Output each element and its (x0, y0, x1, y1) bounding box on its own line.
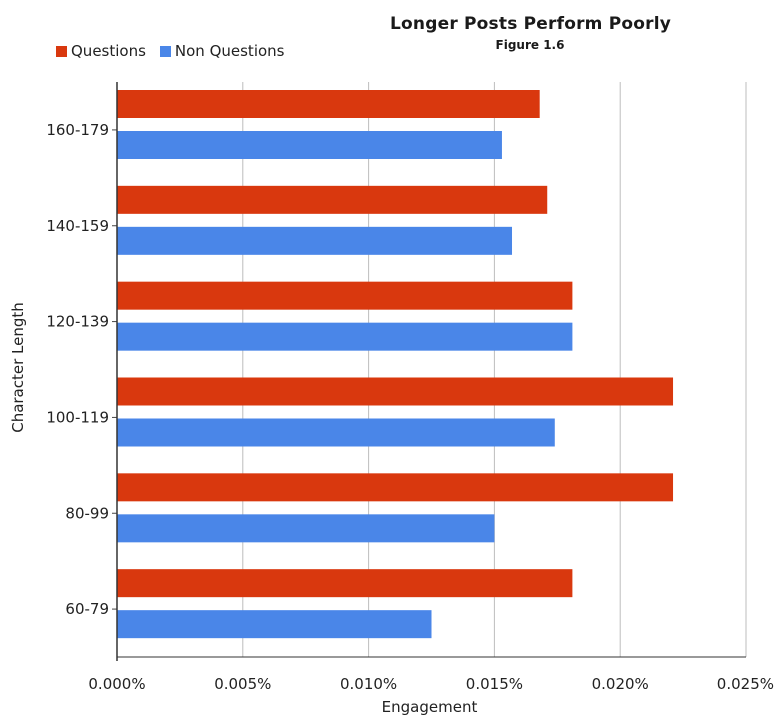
y-tick-label: 100-119 (46, 408, 109, 426)
y-tick-label: 80-99 (65, 504, 109, 522)
legend-item-questions: Questions (56, 42, 146, 60)
chart-subtitle: Figure 1.6 (495, 38, 565, 52)
y-axis-title: Character Length (9, 302, 27, 433)
bar-non-questions (117, 131, 502, 159)
legend-item-non-questions: Non Questions (159, 42, 285, 60)
x-tick-label: 0.020% (592, 675, 649, 693)
legend-label-questions: Questions (71, 42, 146, 60)
bar-questions (117, 377, 674, 406)
legend-swatch-questions (56, 45, 67, 57)
x-tick-label: 0.025% (717, 675, 774, 693)
bar-non-questions (117, 322, 573, 351)
x-tick-label: 0.005% (214, 675, 271, 693)
bar-questions (117, 281, 573, 310)
legend: Questions Non Questions (56, 42, 298, 60)
bar-non-questions (117, 514, 495, 543)
y-tick-label: 160-179 (46, 121, 109, 139)
x-tick-label: 0.015% (466, 675, 523, 693)
bar-questions (117, 90, 540, 118)
bar-questions (117, 185, 548, 214)
bar-questions (117, 569, 573, 598)
y-tick-label: 120-139 (46, 313, 109, 331)
legend-swatch-non-questions (159, 45, 171, 57)
y-tick-label: 60-79 (65, 600, 109, 618)
x-axis-title: Engagement (382, 698, 478, 716)
bar-questions (117, 473, 674, 502)
y-tick-label: 140-159 (46, 217, 109, 235)
bar-non-questions (117, 226, 513, 255)
x-tick-label: 0.000% (88, 675, 145, 693)
bar-non-questions (117, 418, 555, 447)
chart-title: Longer Posts Perform Poorly (390, 14, 672, 34)
legend-label-non-questions: Non Questions (174, 42, 285, 60)
x-tick-label: 0.010% (340, 675, 397, 693)
bar-non-questions (117, 610, 432, 639)
